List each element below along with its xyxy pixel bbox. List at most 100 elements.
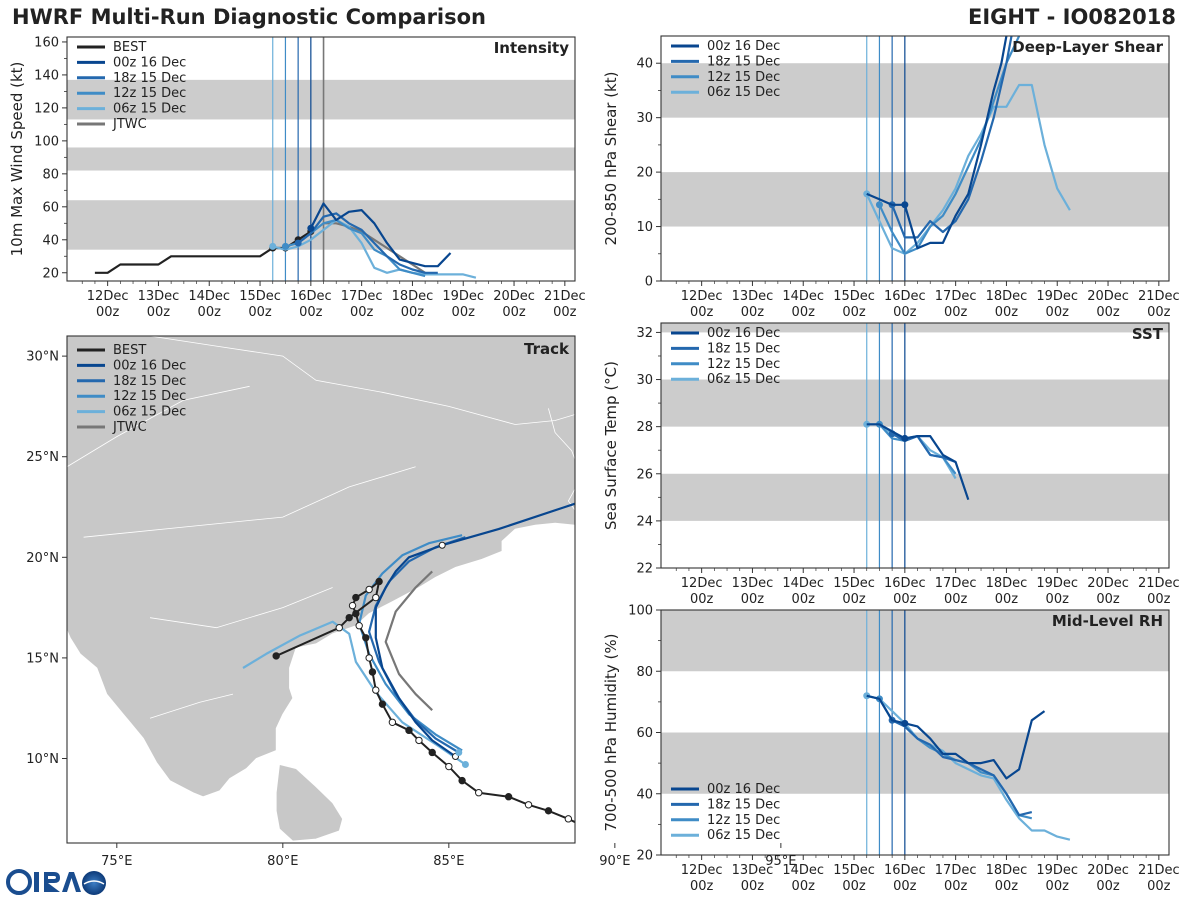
track-best-point — [428, 748, 436, 757]
rh-xtick-label: 21Dec — [1138, 863, 1180, 878]
rh-series-r18z15 — [891, 719, 1033, 817]
shear-xtick-label: 12Dec — [681, 289, 723, 304]
shear-title: Deep-Layer Shear — [1012, 38, 1163, 56]
andaman-island-1 — [706, 718, 710, 726]
rh-ytick-label: 20 — [636, 849, 653, 864]
shear-xtick-label: 13Dec — [732, 289, 774, 304]
rh-xtick-label: 13Dec — [732, 863, 774, 878]
rh-xtick-sublabel: 00z — [1046, 879, 1070, 894]
rh-legend-label-r12z15: 12z 15 Dec — [707, 813, 780, 828]
intensity-ytick-label: 120 — [34, 101, 59, 116]
shear-xtick-sublabel: 00z — [893, 305, 917, 320]
track-best-point — [352, 593, 360, 602]
intensity-xtick-label: 12Dec — [87, 289, 129, 304]
intensity-band-2 — [67, 79, 575, 120]
sst-panel: 22242628303212Dec00z13Dec00z14Dec00z15De… — [602, 322, 1180, 607]
intensity-ytick-label: 80 — [42, 167, 59, 182]
interior-boundary-c — [149, 587, 333, 629]
sst-band-0 — [661, 473, 1169, 521]
shear-series-r12z15 — [878, 36, 1021, 255]
rh-xtick-label: 12Dec — [681, 863, 723, 878]
sst-xtick-sublabel: 00z — [842, 592, 866, 607]
track-best-point — [415, 736, 423, 745]
intensity-point-r06z15 — [269, 242, 277, 250]
intensity-xtick-sublabel: 00z — [502, 305, 526, 320]
track-init-point — [461, 761, 469, 769]
interior-boundary-d — [149, 693, 234, 719]
track-series-r00z16 — [374, 502, 575, 758]
intensity-frame — [66, 36, 576, 282]
sst-legend-label-r12z15: 12z 15 Dec — [707, 357, 780, 372]
intensity-xtick-label: 13Dec — [138, 289, 180, 304]
track-xtick-label: 75°E — [101, 854, 132, 869]
rh-xtick-sublabel: 00z — [944, 879, 968, 894]
shear-xtick-sublabel: 00z — [1046, 305, 1070, 320]
track-best-point — [388, 718, 397, 726]
shear-xtick-label: 19Dec — [1036, 289, 1078, 304]
shear-panel: 01020304012Dec00z13Dec00z14Dec00z15Dec00… — [602, 35, 1180, 320]
intensity-xtick-label: 21Dec — [544, 289, 586, 304]
shear-xtick-label: 21Dec — [1138, 289, 1180, 304]
track-legend-label-jtwc: JTWC — [112, 420, 147, 435]
track-best-point — [365, 585, 373, 594]
shear-ytick-label: 40 — [636, 57, 653, 72]
intensity-legend-label-r12z15: 12z 15 Dec — [113, 86, 186, 101]
intensity-xtick-label: 14Dec — [188, 289, 230, 304]
rh-xtick-sublabel: 00z — [842, 879, 866, 894]
intensity-point-r12z15 — [281, 242, 289, 250]
rh-ylabel: 700-500 hPa Humidity (%) — [602, 633, 620, 831]
sst-band-2 — [661, 323, 1169, 333]
track-best-point — [595, 838, 601, 844]
track-best-point — [458, 776, 466, 785]
sst-xtick-label: 12Dec — [681, 576, 723, 591]
track-best-point — [372, 686, 380, 694]
shear-band-0 — [661, 172, 1169, 227]
rh-xtick-label: 19Dec — [1036, 863, 1078, 878]
shear-xtick-label: 18Dec — [986, 289, 1028, 304]
rh-xtick-sublabel: 00z — [1096, 879, 1120, 894]
intensity-ytick-label: 140 — [34, 68, 59, 83]
track-series-r18z15 — [368, 536, 466, 754]
shear-ytick-label: 10 — [636, 220, 653, 235]
intensity-series-r18z15 — [297, 212, 438, 274]
chart-title: HWRF Multi-Run Diagnostic Comparison — [12, 5, 487, 29]
intensity-xtick-label: 16Dec — [290, 289, 332, 304]
shear-ytick-label: 30 — [636, 111, 653, 126]
track-best-point — [352, 609, 360, 618]
track-best-point — [375, 577, 383, 586]
track-best-point — [335, 624, 343, 632]
track-best-point — [504, 793, 513, 801]
intensity-ytick-label: 160 — [34, 35, 59, 50]
sst-xtick-label: 21Dec — [1138, 576, 1180, 591]
track-best-point — [445, 762, 453, 771]
rh-xtick-sublabel: 00z — [741, 879, 765, 894]
track-xtick-label: 80°E — [267, 854, 298, 869]
sst-legend-label-r06z15: 06z 15 Dec — [707, 372, 780, 387]
track-best-point — [272, 652, 280, 660]
intensity-xtick-label: 15Dec — [239, 289, 281, 304]
rh-xtick-sublabel: 00z — [995, 879, 1019, 894]
track-best-point — [372, 593, 380, 602]
shear-legend-label-r12z15: 12z 15 Dec — [707, 70, 780, 85]
shear-band-1 — [661, 63, 1169, 118]
rh-series-r06z15 — [866, 694, 1071, 841]
shear-series-r06z15 — [865, 83, 1071, 255]
shear-legend-label-r18z15: 18z 15 Dec — [707, 54, 780, 69]
intensity-ytick-label: 100 — [34, 134, 59, 149]
track-best-point — [362, 634, 370, 642]
intensity-point-r00z16 — [307, 224, 315, 232]
track-xtick-label: 95°E — [765, 854, 796, 869]
intensity-xtick-label: 19Dec — [442, 289, 484, 304]
shear-series-r00z16 — [866, 36, 1008, 250]
rh-xtick-label: 15Dec — [833, 863, 875, 878]
sst-band-1 — [661, 379, 1169, 427]
track-land — [67, 336, 710, 842]
intensity-ytick-label: 60 — [42, 200, 59, 215]
rh-xtick-label: 16Dec — [884, 863, 926, 878]
intensity-ylabel: 10m Max Wind Speed (kt) — [8, 62, 26, 257]
shear-xtick-label: 15Dec — [833, 289, 875, 304]
intensity-title: Intensity — [494, 39, 570, 57]
intensity-xtick-sublabel: 00z — [96, 305, 120, 320]
india-landmass — [67, 336, 575, 798]
track-best-point — [368, 668, 377, 676]
